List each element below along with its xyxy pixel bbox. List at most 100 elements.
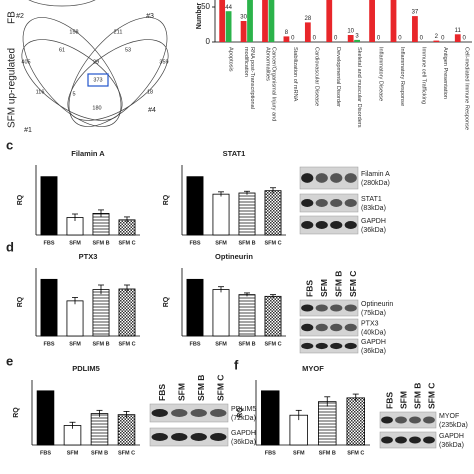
value-label: 8 [285,30,289,36]
value-label: 0 [291,36,295,42]
blot-size: (36kDa) [361,227,386,234]
bar [264,190,282,236]
x-tick-label: SFM C [347,450,364,456]
venn-top-label: FB [7,11,18,24]
value-label: 0 [334,36,338,42]
bar [225,11,232,42]
value-label: 0 [377,36,381,42]
bar [454,34,461,42]
venn-set-label: #4 [148,107,156,114]
blot-strip [299,338,359,354]
x-tick-label: SFM C [118,341,135,347]
blot-band [344,221,357,229]
blot-size: (40kDa) [361,329,386,336]
x-tick-label: SFM C [118,450,135,456]
bar [433,40,440,42]
x-tick-label: SFM [69,341,81,347]
value-label: 10 [347,29,354,35]
bar [412,16,418,42]
chart-title: Filamin A [71,149,105,158]
blot-size: (83kDa) [361,205,386,212]
x-tick-label: SFM [67,450,79,456]
blot-strip [299,193,359,213]
value-label: 0 [313,36,317,42]
lane-label: SFM C [348,271,358,297]
venn-region-count: 61 [59,47,65,53]
lane-label: SFM C [216,375,226,401]
blot-size: (280kDa) [361,180,390,187]
blot-strip [379,431,437,449]
x-tick-label: Apoptosis [227,47,234,72]
panel-letter: f [234,357,239,372]
blot-band [315,173,328,183]
blot-size: (235kDa) [439,422,468,429]
bar [219,0,226,42]
x-tick-label: SFM [69,240,81,246]
blot-size: (72kDa) [231,415,256,422]
x-tick-label: FBS [44,240,55,246]
value-label: 30 [240,15,247,21]
venn-set-label: #3 [146,13,154,20]
blot-band [330,199,343,207]
x-tick-label: SFM C [264,341,281,347]
bar [212,193,230,236]
blot-band [151,409,168,417]
bar [304,22,311,42]
x-tick-label: Stabilization of mRNA [291,47,298,102]
blot-size: (36kDa) [361,348,386,355]
x-tick-label: SFM B [238,341,255,347]
blot-size: (75kDa) [361,310,386,317]
lane-label: SFM [398,391,408,409]
value-label: 2 [435,34,439,40]
venn-highlight [87,73,109,87]
blot-band [301,342,314,350]
blot-protein: Filamin A [361,171,390,178]
blot-band [423,436,435,444]
bar [283,36,290,42]
x-tick-label: SFM [215,341,227,347]
panel-letter: e [6,353,13,368]
x-tick-label: SFM B [319,450,336,456]
y-axis-label: RQ [13,407,20,418]
bar [36,390,55,446]
chart-title: STAT1 [223,149,246,158]
x-tick-label: FBS [190,240,201,246]
venn-region-count: 405 [21,59,30,65]
blot-band [210,433,227,441]
bar [238,192,256,236]
value-label: 3 [355,33,359,39]
x-tick-label: SFM [293,450,305,456]
blot-protein: STAT1 [361,196,382,203]
bar [262,0,268,42]
blot-protein: GAPDH [361,339,386,346]
x-tick-label: Developmental Disorder [334,47,341,108]
y-axis-label: RQ [237,407,244,418]
blot-band [315,304,328,312]
blot-strip [299,215,359,235]
y-axis-label: RQ [163,194,170,205]
venn-side-label: SFM up-regulated [7,48,18,128]
lane-label: SFM B [196,375,206,401]
x-tick-label: SFM B [92,341,109,347]
blot-strip [299,318,359,337]
x-tick-label: Immune cell Trafficking [420,47,427,105]
x-tick-label: SFM B [238,240,255,246]
venn-set-label: #1 [24,127,32,134]
x-tick-label: Skeletal and muscular Disorders [356,47,363,128]
bar [40,176,58,236]
bar [118,288,136,337]
bar [186,176,204,236]
value-label: 0 [420,36,424,42]
blot-band [190,409,207,417]
blot-protein: GAPDH [439,433,464,440]
bar [326,0,333,42]
chart-title: PDLIM5 [72,364,100,373]
x-tick-label: Inflammatory Response [399,47,406,107]
value-label: 11 [455,28,462,34]
blot-band [344,323,357,332]
bar [346,397,365,446]
blot-band [381,436,393,444]
venn-outlines [21,0,169,127]
blot-band [301,304,314,312]
value-label: 0 [463,36,467,42]
